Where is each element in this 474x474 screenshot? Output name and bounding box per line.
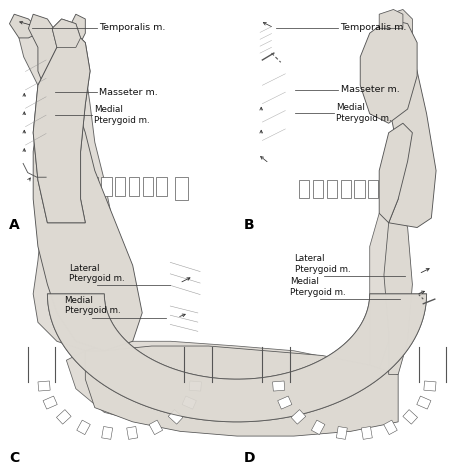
Bar: [278, 396, 292, 409]
Bar: [313, 180, 323, 198]
Polygon shape: [360, 19, 417, 123]
Bar: [38, 381, 50, 391]
Polygon shape: [389, 9, 412, 38]
Bar: [175, 177, 188, 200]
Bar: [327, 180, 337, 198]
Bar: [102, 427, 113, 439]
Polygon shape: [52, 19, 81, 47]
Polygon shape: [9, 14, 38, 38]
Bar: [424, 381, 436, 391]
Polygon shape: [379, 123, 412, 223]
Bar: [77, 420, 91, 435]
Polygon shape: [52, 19, 81, 47]
Bar: [189, 381, 201, 391]
Bar: [88, 177, 98, 196]
Bar: [156, 177, 167, 196]
Text: Medial
Pterygoid m.: Medial Pterygoid m.: [336, 103, 392, 123]
Bar: [127, 427, 137, 439]
Bar: [368, 180, 378, 198]
Polygon shape: [33, 33, 90, 223]
Polygon shape: [71, 14, 85, 43]
Text: Temporalis m.: Temporalis m.: [99, 23, 165, 32]
Text: C: C: [9, 451, 19, 465]
Bar: [129, 177, 139, 196]
Polygon shape: [384, 204, 412, 374]
Polygon shape: [33, 95, 142, 351]
Polygon shape: [85, 346, 398, 436]
Bar: [101, 177, 112, 196]
Bar: [311, 420, 325, 435]
Bar: [382, 180, 392, 198]
Polygon shape: [28, 14, 71, 104]
Text: A: A: [9, 219, 20, 232]
Bar: [414, 180, 427, 202]
Text: Masseter m.: Masseter m.: [340, 85, 399, 94]
Bar: [340, 180, 351, 198]
Polygon shape: [379, 9, 403, 28]
Bar: [417, 396, 431, 409]
Bar: [149, 420, 163, 435]
Text: Lateral
Pterygoid m.: Lateral Pterygoid m.: [294, 255, 350, 274]
Polygon shape: [379, 28, 436, 228]
Bar: [73, 177, 84, 196]
Text: Temporalis m.: Temporalis m.: [340, 23, 407, 32]
Polygon shape: [66, 341, 379, 431]
Polygon shape: [47, 294, 427, 422]
Bar: [361, 427, 372, 439]
Bar: [383, 420, 397, 435]
Bar: [354, 180, 365, 198]
Polygon shape: [370, 199, 398, 370]
Bar: [168, 410, 183, 424]
Bar: [273, 381, 285, 391]
Text: Medial
Pterygoid m.: Medial Pterygoid m.: [94, 105, 150, 125]
Text: D: D: [244, 451, 255, 465]
Text: Medial
Pterygoid m.: Medial Pterygoid m.: [64, 296, 120, 315]
Bar: [60, 177, 70, 196]
Polygon shape: [47, 294, 427, 422]
Polygon shape: [19, 28, 123, 351]
Bar: [115, 177, 126, 196]
Text: Masseter m.: Masseter m.: [99, 88, 158, 97]
Bar: [182, 396, 196, 409]
Bar: [56, 410, 71, 424]
Bar: [143, 177, 153, 196]
Polygon shape: [33, 33, 90, 223]
Text: B: B: [244, 219, 255, 232]
Bar: [337, 427, 347, 439]
Text: Lateral
Pterygoid m.: Lateral Pterygoid m.: [69, 264, 125, 283]
Bar: [299, 180, 310, 198]
Text: Medial
Pterygoid m.: Medial Pterygoid m.: [290, 277, 346, 297]
Bar: [291, 410, 306, 424]
Bar: [396, 180, 406, 198]
Bar: [43, 396, 57, 409]
Bar: [403, 410, 418, 424]
